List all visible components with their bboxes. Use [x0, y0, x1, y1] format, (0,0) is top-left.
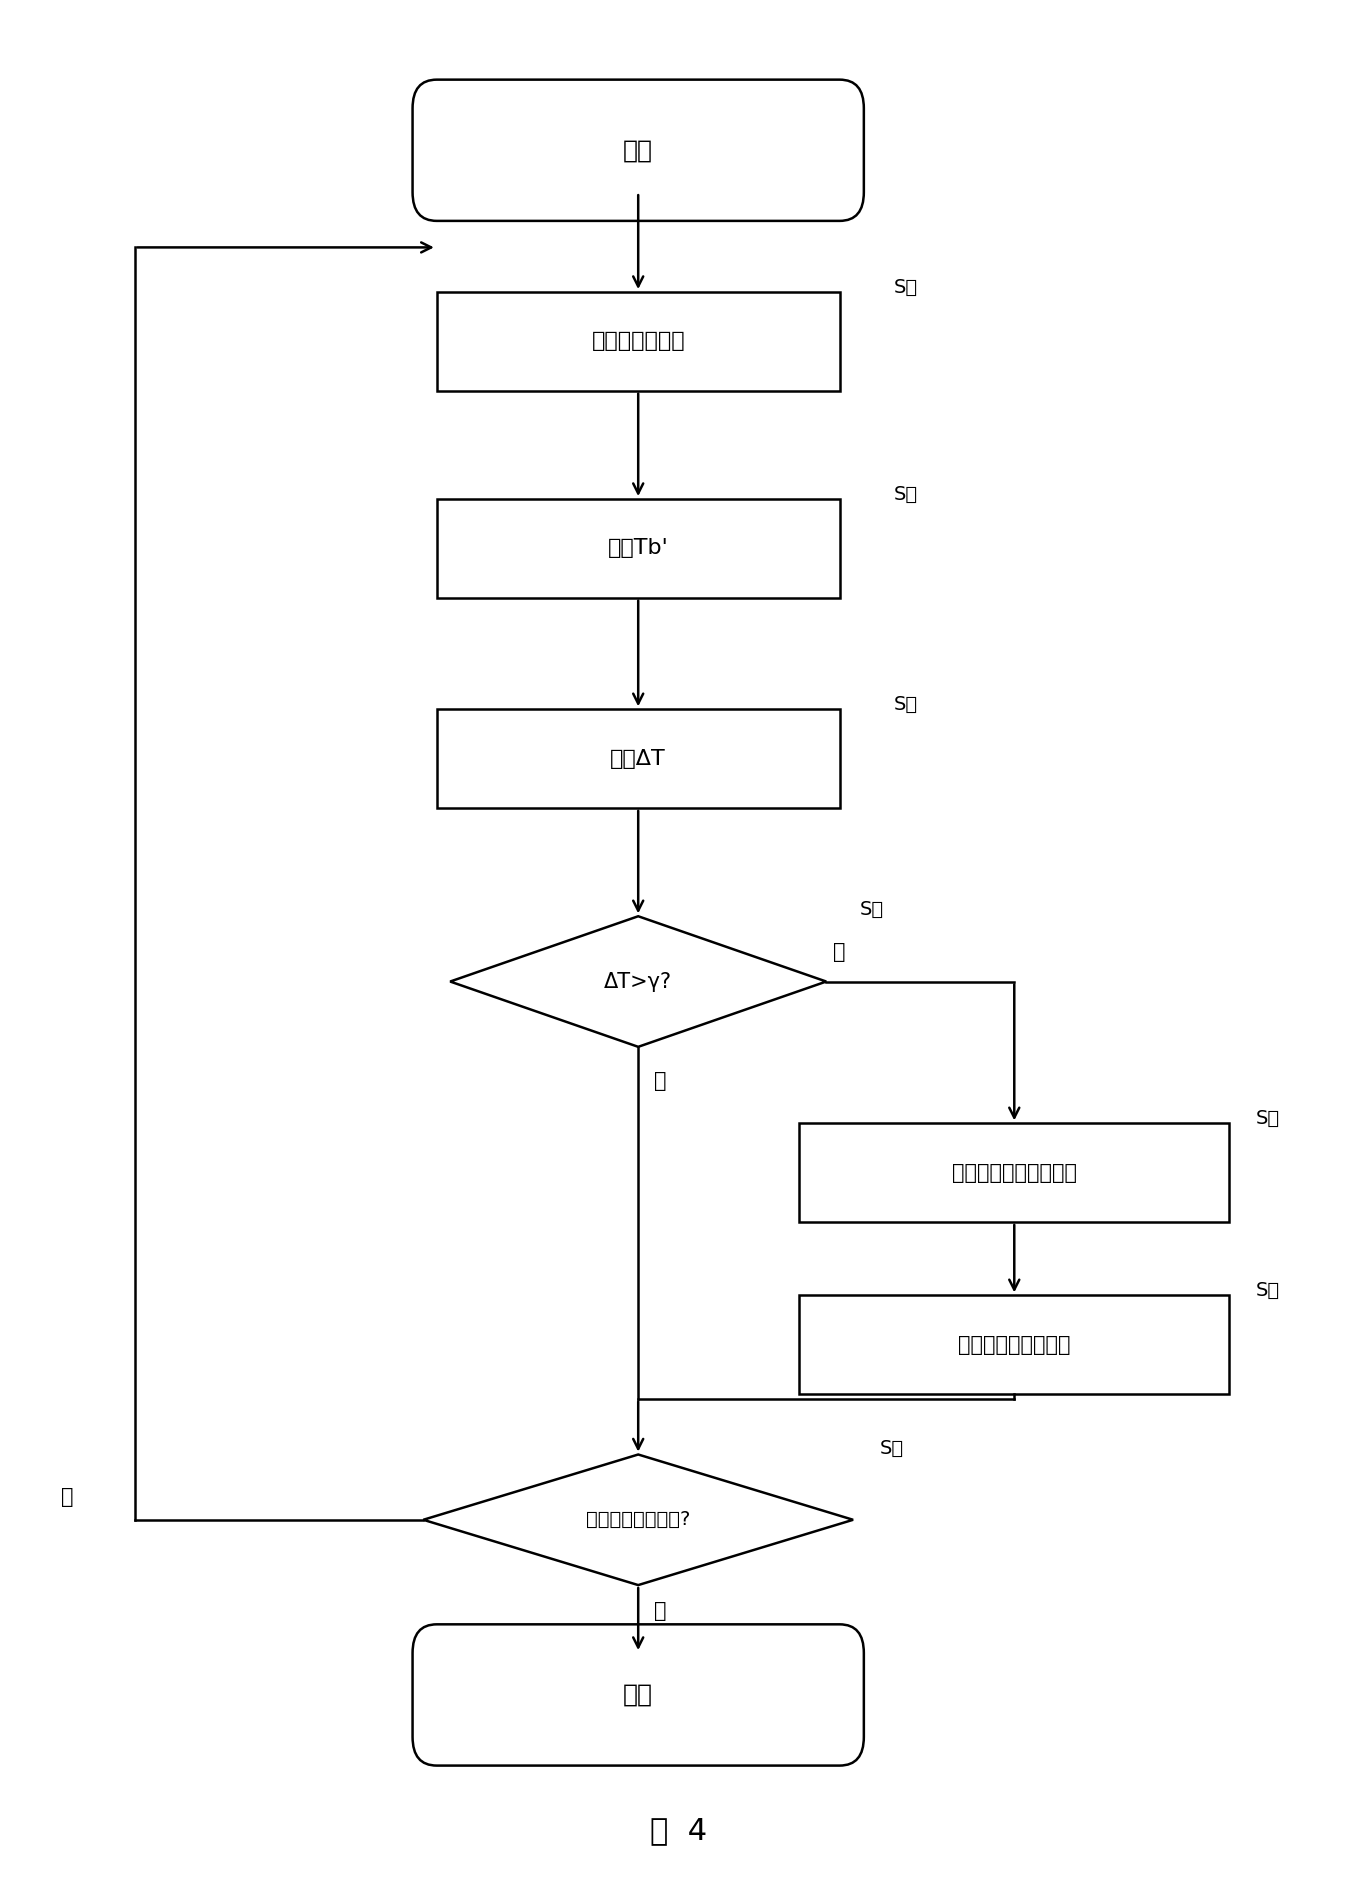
Bar [437, 710, 840, 808]
Text: 继续进行异常检测?: 继续进行异常检测? [586, 1511, 691, 1530]
Text: 测定各部的温度: 测定各部的温度 [592, 331, 685, 352]
Text: S６: S６ [1257, 1282, 1280, 1300]
Text: 计算ΔT: 计算ΔT [611, 748, 666, 769]
Text: 结束: 结束 [623, 1683, 653, 1707]
Bar [437, 500, 840, 598]
Text: 图  4: 图 4 [650, 1815, 707, 1846]
Polygon shape [451, 916, 826, 1047]
Text: S３: S３ [893, 695, 917, 714]
Text: 是: 是 [61, 1488, 73, 1507]
Bar [799, 1123, 1229, 1223]
FancyBboxPatch shape [413, 80, 864, 221]
Text: 报警显示检测温度异常: 报警显示检测温度异常 [951, 1162, 1076, 1183]
Text: S７: S７ [879, 1439, 904, 1458]
Text: S１: S１ [893, 278, 917, 297]
Bar [799, 1295, 1229, 1393]
Text: 否: 否 [654, 1071, 666, 1090]
Text: S５: S５ [1257, 1109, 1280, 1128]
Text: 计算Tb': 计算Tb' [608, 538, 669, 558]
Text: 是: 是 [833, 943, 845, 962]
Polygon shape [423, 1454, 854, 1584]
Text: ΔT>γ?: ΔT>γ? [604, 971, 672, 992]
Bar [437, 292, 840, 390]
Text: S４: S４ [860, 901, 883, 920]
Text: 禁止变更校正量指令: 禁止变更校正量指令 [958, 1335, 1071, 1355]
Text: S２: S２ [893, 485, 917, 504]
Text: 开始: 开始 [623, 138, 653, 163]
FancyBboxPatch shape [413, 1624, 864, 1766]
Text: 否: 否 [654, 1601, 666, 1620]
